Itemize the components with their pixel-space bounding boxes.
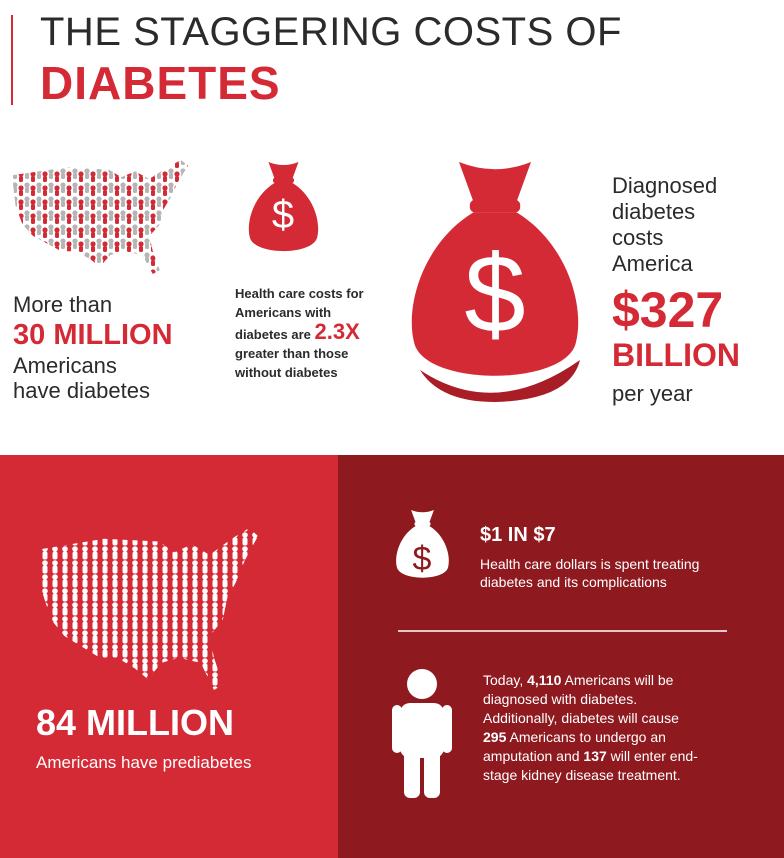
- prediabetes-text: Americans have prediabetes: [36, 753, 252, 772]
- bag-shadow: [420, 360, 580, 402]
- figure-unit: BILLION: [612, 337, 740, 373]
- bag-symbol: $: [413, 540, 432, 578]
- figure: $327: [612, 282, 724, 338]
- text: Health care costs for Americans with dia…: [235, 286, 364, 342]
- person-icon: [392, 669, 452, 798]
- prediabetes-figure: 84 MILLION: [36, 702, 235, 743]
- text: Americans to undergo an amputation and: [483, 729, 666, 764]
- bag-symbol: $: [272, 193, 294, 237]
- figure: 30 MILLION: [13, 319, 173, 351]
- text: will enter end-stage kidney disease trea…: [483, 748, 698, 783]
- text: Diagnosed diabetes costs America: [612, 173, 718, 276]
- panel-right: [338, 455, 784, 858]
- text: Today,: [483, 672, 528, 688]
- text: More than: [13, 292, 113, 317]
- fact-headline: $1 IN $7: [480, 524, 556, 546]
- fact-paragraph: Today, 4,110 Americans will be diagnosed…: [483, 671, 698, 785]
- figure: 295: [483, 729, 507, 745]
- text: per year: [612, 381, 693, 406]
- figure: 2.3X: [314, 319, 360, 344]
- title: THE STAGGERING COSTS OF: [40, 10, 622, 54]
- figure: 137: [583, 748, 607, 764]
- title-emphasis: DIABETES: [40, 57, 281, 109]
- text: greater than those without diabetes: [235, 346, 349, 380]
- figure: 4,110: [527, 672, 562, 688]
- stat-costs: Health care costs for Americans with dia…: [235, 284, 385, 382]
- text: Americans: [13, 353, 117, 378]
- text: have diabetes: [13, 378, 150, 403]
- bag-symbol: $: [464, 233, 525, 356]
- stat-total: Diagnosed diabetes costs America $327 BI…: [612, 173, 782, 407]
- text: Americans will be diagnosed with diabete…: [483, 672, 679, 726]
- stat-diabetes: More than 30 MILLION Americans have diab…: [13, 292, 173, 403]
- fact-text: Health care dollars is spent treating di…: [480, 556, 700, 590]
- us-map: [12, 160, 188, 274]
